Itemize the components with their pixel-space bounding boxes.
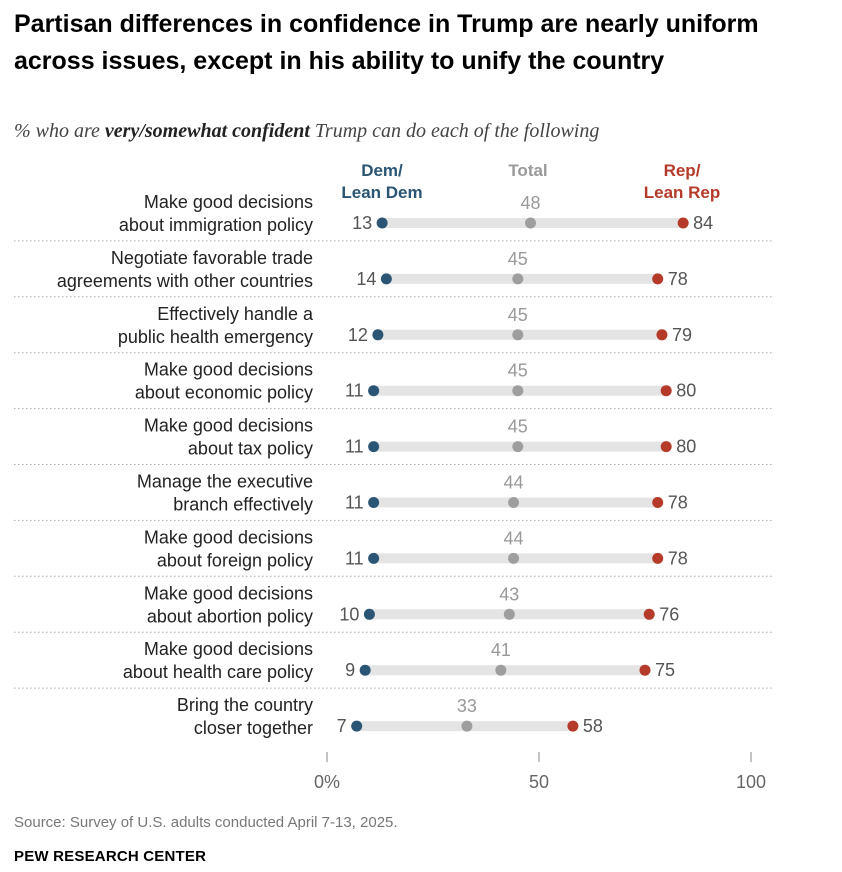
total-dot <box>512 441 524 453</box>
dem-dot <box>372 329 384 341</box>
dem-value-label: 9 <box>345 660 355 680</box>
dem-dot <box>359 664 371 676</box>
dem-dot <box>368 385 380 397</box>
dem-dot <box>380 273 392 285</box>
rep-value-label: 80 <box>676 381 696 401</box>
row-label-line1: Make good decisions <box>144 360 313 380</box>
chart-subtitle: % who are very/somewhat confident Trump … <box>14 120 599 143</box>
subtitle-prefix: % who are <box>14 120 105 142</box>
rep-value-label: 80 <box>676 437 696 457</box>
row-label-line1: Bring the country <box>177 695 313 715</box>
dem-value-label: 11 <box>345 381 364 401</box>
row-label-line1: Make good decisions <box>144 416 313 436</box>
rep-header-line1: Rep/ <box>663 161 701 180</box>
axis-tick-label: 0% <box>314 772 340 792</box>
dem-value-label: 11 <box>345 437 364 457</box>
total-dot <box>512 385 524 397</box>
rep-column-header: Rep/ Lean Rep <box>630 160 734 204</box>
total-value-label: 45 <box>508 361 528 381</box>
total-value-label: 41 <box>491 640 511 660</box>
row-label-line2: agreements with other countries <box>57 271 313 291</box>
rep-value-label: 58 <box>583 716 603 736</box>
source-note: Source: Survey of U.S. adults conducted … <box>14 814 398 831</box>
total-dot <box>508 552 520 564</box>
rep-dot <box>660 385 672 397</box>
rep-dot <box>652 497 664 508</box>
chart-title: Partisan differences in confidence in Tr… <box>14 10 759 75</box>
rep-value-label: 79 <box>672 325 692 345</box>
total-dot <box>512 329 524 341</box>
dem-dot <box>376 217 388 229</box>
subtitle-suffix: Trump can do each of the following <box>309 120 600 142</box>
rep-value-label: 78 <box>668 493 688 513</box>
dem-dot <box>368 497 380 508</box>
rep-header-line2: Lean Rep <box>643 183 721 202</box>
rep-value-label: 76 <box>659 604 679 624</box>
rep-dot <box>656 329 668 341</box>
dem-header-line2: Lean Dem <box>341 183 423 202</box>
total-value-label: 44 <box>504 528 524 548</box>
dem-value-label: 10 <box>339 604 359 624</box>
row-label-line2: about tax policy <box>188 439 313 459</box>
dem-dot <box>351 720 363 732</box>
total-value-label: 45 <box>508 417 528 437</box>
row-label-line2: closer together <box>194 718 313 738</box>
total-dot <box>461 720 473 732</box>
row-label-line2: about abortion policy <box>147 606 313 626</box>
rep-value-label: 75 <box>655 660 675 680</box>
row-label-line2: about economic policy <box>135 383 313 403</box>
rep-value-label: 78 <box>668 548 688 568</box>
brand-name: PEW RESEARCH CENTER <box>14 848 207 865</box>
dem-dot <box>368 552 380 564</box>
dem-dot <box>363 608 375 620</box>
total-value-label: 48 <box>521 193 541 213</box>
dem-dot <box>368 441 380 453</box>
row-label-line1: Make good decisions <box>144 639 313 659</box>
row-label-line2: branch effectively <box>173 495 313 515</box>
dem-value-label: 7 <box>337 716 347 736</box>
rep-dot <box>643 608 655 620</box>
dem-header-line1: Dem/ <box>361 161 403 180</box>
rep-dot <box>677 217 689 229</box>
total-value-label: 45 <box>508 305 528 325</box>
dem-value-label: 11 <box>345 493 364 513</box>
dem-value-label: 13 <box>352 213 372 233</box>
total-column-header: Total <box>508 161 548 180</box>
row-label-line1: Make good decisions <box>144 192 313 212</box>
subtitle-emphasis: very/somewhat confident <box>104 120 310 142</box>
dem-value-label: 14 <box>356 269 376 289</box>
row-label-line2: public health emergency <box>118 327 313 347</box>
total-dot <box>512 273 524 285</box>
total-dot <box>508 497 520 508</box>
dem-value-label: 11 <box>345 548 364 568</box>
rep-dot <box>652 552 664 564</box>
row-label-line1: Manage the executive <box>137 472 313 492</box>
row-label-line1: Effectively handle a <box>157 304 314 324</box>
rep-value-label: 78 <box>668 269 688 289</box>
total-value-label: 45 <box>508 249 528 269</box>
total-dot <box>495 664 507 676</box>
total-value-label: 43 <box>499 584 519 604</box>
rep-value-label: 84 <box>693 213 713 233</box>
total-value-label: 44 <box>504 473 524 493</box>
row-label-line2: about foreign policy <box>157 550 313 570</box>
row-label-line2: about health care policy <box>123 662 313 682</box>
axis-tick-label: 100 <box>736 772 766 792</box>
row-label-line1: Make good decisions <box>144 583 313 603</box>
dot-plot: Make good decisions about immigration pol… <box>14 192 772 792</box>
row-label-line1: Negotiate favorable trade <box>111 248 313 268</box>
rep-dot <box>652 273 664 285</box>
dem-value-label: 12 <box>348 325 368 345</box>
row-label-line1: Make good decisions <box>144 527 313 547</box>
rep-dot <box>660 441 672 453</box>
rep-dot <box>639 664 651 676</box>
total-dot <box>525 217 537 229</box>
dem-column-header: Dem/ Lean Dem <box>330 160 434 204</box>
axis-tick-label: 50 <box>529 772 549 792</box>
total-value-label: 33 <box>457 696 477 716</box>
total-dot <box>503 608 515 620</box>
row-label-line2: about immigration policy <box>119 215 313 235</box>
rep-dot <box>567 720 579 732</box>
